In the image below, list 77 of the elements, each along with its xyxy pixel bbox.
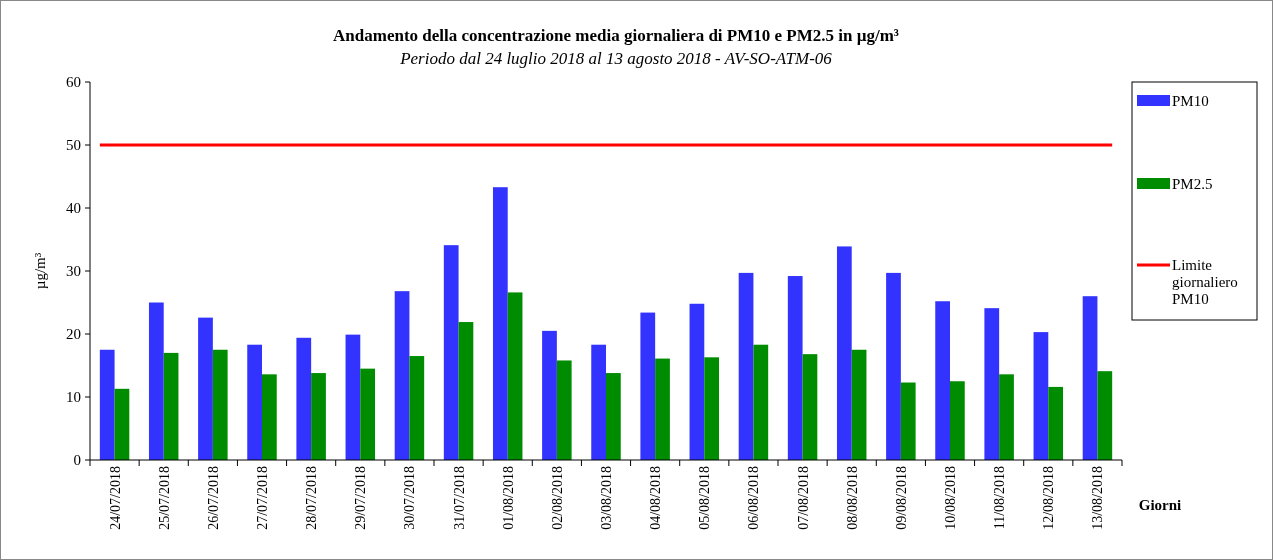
bar	[345, 334, 361, 460]
x-tick-label: 08/08/2018	[844, 466, 860, 530]
bar	[262, 374, 277, 460]
x-tick-label: 09/08/2018	[893, 466, 909, 530]
x-tick-label: 31/07/2018	[451, 466, 467, 530]
x-tick-label: 10/08/2018	[943, 466, 958, 530]
y-tick-label: 30	[66, 263, 81, 279]
x-tick-label: 13/08/2018	[1090, 466, 1106, 530]
x-tick-label: 01/08/2018	[500, 466, 516, 530]
bar	[198, 317, 213, 460]
x-tick-label: 04/08/2018	[648, 466, 664, 530]
bar	[1033, 332, 1049, 460]
bar	[311, 373, 326, 460]
bar	[114, 388, 130, 460]
bar	[492, 187, 508, 460]
x-tick-label: 24/07/2018	[107, 466, 123, 530]
x-tick-label: 30/07/2018	[402, 466, 418, 530]
bar	[99, 349, 115, 460]
bar	[458, 322, 474, 460]
legend-label: PM10	[1172, 93, 1209, 109]
bar	[163, 352, 179, 460]
chart-subtitle: Periodo dal 24 luglio 2018 al 13 agosto 2018 - AV-SO-ATM-06	[399, 49, 833, 68]
y-axis-title: µg/m³	[32, 252, 48, 290]
bar	[984, 308, 1000, 460]
y-tick-label: 60	[66, 74, 81, 90]
bar	[851, 349, 867, 460]
x-tick-label: 11/08/2018	[992, 466, 1008, 530]
bar	[689, 303, 705, 460]
y-tick-label: 0	[73, 452, 81, 468]
bar	[640, 312, 656, 460]
bar	[1097, 371, 1113, 460]
bar	[247, 344, 262, 460]
bar	[802, 354, 818, 460]
bar	[1082, 296, 1098, 460]
bar	[507, 292, 523, 460]
y-tick-label: 40	[66, 200, 81, 216]
bar	[738, 272, 754, 460]
x-tick-label: 12/08/2018	[1041, 466, 1057, 530]
bar	[950, 381, 965, 460]
x-tick-label: 28/07/2018	[304, 466, 320, 530]
bar	[900, 382, 916, 460]
bar	[787, 276, 803, 460]
legend-label: Limite giornaliero PM10	[1172, 257, 1238, 307]
bar	[542, 330, 557, 460]
x-axis-title: Giorni	[1138, 497, 1182, 513]
bar	[556, 360, 572, 460]
bar	[836, 246, 852, 460]
bar	[148, 302, 164, 460]
x-tick-label: 07/08/2018	[795, 466, 811, 530]
y-tick-label: 10	[66, 389, 81, 405]
x-tick-label: 25/07/2018	[156, 466, 172, 530]
bar	[606, 373, 621, 460]
x-tick-label: 06/08/2018	[746, 466, 762, 530]
bar	[886, 272, 901, 460]
bar	[394, 291, 410, 460]
bar	[443, 245, 459, 460]
x-tick-label: 05/08/2018	[697, 466, 713, 530]
legend-label: PM2.5	[1172, 176, 1213, 192]
bar	[296, 337, 312, 460]
bar	[753, 344, 769, 460]
y-tick-label: 50	[66, 137, 81, 153]
bar	[704, 357, 720, 460]
x-tick-label: 26/07/2018	[205, 466, 221, 530]
x-tick-label: 03/08/2018	[599, 466, 614, 530]
x-tick-label: 02/08/2018	[549, 466, 565, 530]
bar	[409, 356, 425, 460]
bar	[999, 374, 1014, 460]
bar	[1048, 386, 1064, 460]
x-tick-label: 29/07/2018	[353, 466, 369, 530]
bar	[360, 368, 376, 460]
y-tick-label: 20	[66, 326, 81, 342]
bar	[591, 344, 606, 460]
bar	[212, 349, 228, 460]
bar	[655, 358, 670, 460]
x-tick-label: 27/07/2018	[255, 466, 270, 530]
bar	[935, 301, 950, 460]
chart-title: Andamento della concentrazione media giornaliera di PM10 e PM2.5 in µg/m³	[333, 26, 899, 45]
